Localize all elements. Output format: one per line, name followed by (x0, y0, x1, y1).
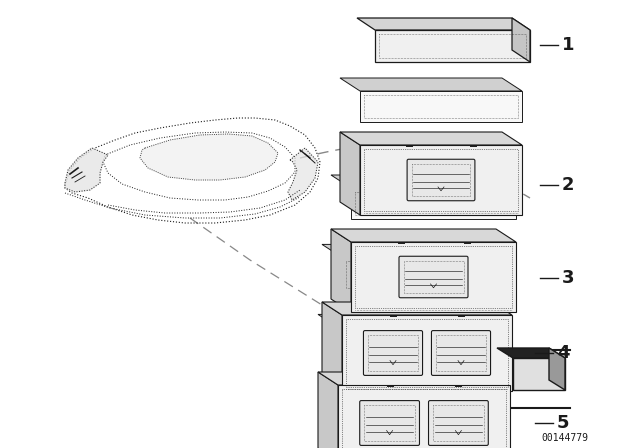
Polygon shape (338, 327, 510, 362)
Text: 5: 5 (557, 414, 570, 432)
Polygon shape (340, 132, 522, 145)
Polygon shape (318, 314, 510, 327)
Polygon shape (140, 134, 278, 180)
Bar (412, 164, 470, 196)
Polygon shape (342, 258, 512, 292)
Bar (368, 335, 418, 371)
Text: 3: 3 (562, 269, 575, 287)
Polygon shape (331, 175, 516, 188)
FancyBboxPatch shape (431, 331, 490, 375)
Polygon shape (351, 188, 516, 220)
FancyBboxPatch shape (360, 401, 419, 445)
Text: 4: 4 (557, 344, 570, 362)
Polygon shape (331, 229, 516, 242)
Polygon shape (375, 30, 530, 62)
Bar (364, 405, 415, 441)
Polygon shape (357, 18, 530, 30)
Polygon shape (318, 372, 510, 385)
Polygon shape (338, 385, 510, 448)
Polygon shape (65, 148, 108, 192)
FancyBboxPatch shape (407, 159, 475, 201)
Polygon shape (322, 245, 512, 258)
FancyBboxPatch shape (399, 256, 468, 298)
Polygon shape (340, 78, 522, 91)
Polygon shape (360, 91, 522, 122)
Text: 1: 1 (562, 36, 575, 54)
Polygon shape (497, 348, 565, 358)
Polygon shape (513, 358, 565, 390)
Polygon shape (342, 315, 512, 391)
Polygon shape (360, 145, 522, 215)
Bar (433, 405, 484, 441)
Polygon shape (288, 148, 318, 200)
FancyBboxPatch shape (364, 331, 422, 375)
Bar (436, 335, 486, 371)
Polygon shape (351, 242, 516, 312)
Bar (403, 261, 463, 293)
Polygon shape (331, 229, 351, 312)
FancyBboxPatch shape (429, 401, 488, 445)
Text: 00144779: 00144779 (541, 433, 589, 443)
Polygon shape (318, 372, 338, 448)
Polygon shape (322, 302, 512, 315)
Polygon shape (512, 18, 530, 62)
Polygon shape (549, 348, 565, 390)
Polygon shape (340, 132, 360, 215)
Polygon shape (322, 302, 342, 391)
Text: 2: 2 (562, 176, 575, 194)
